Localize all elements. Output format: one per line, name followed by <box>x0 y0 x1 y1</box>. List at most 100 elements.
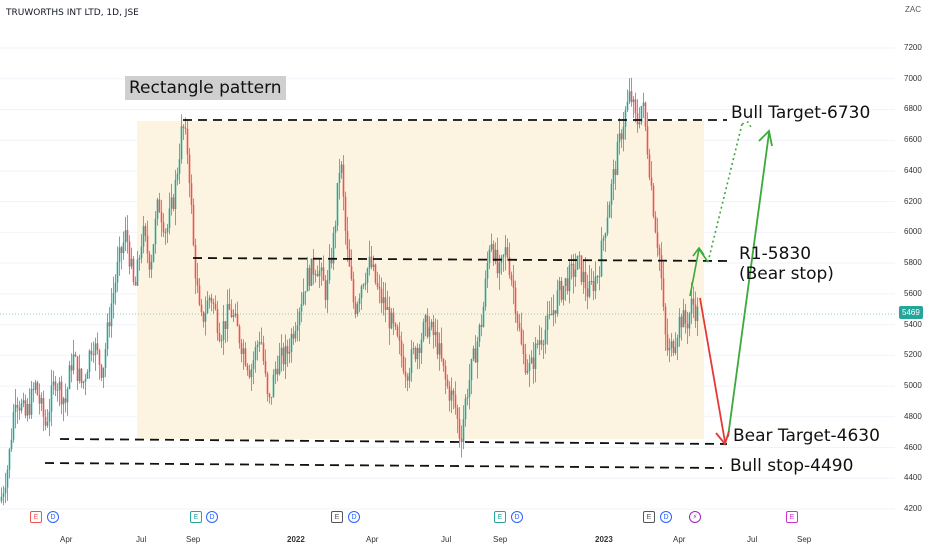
candle-body <box>46 421 49 426</box>
candle-body <box>538 340 541 345</box>
ticker-symbol[interactable]: TRUWORTHS INT LTD, 1D, JSE <box>6 8 139 18</box>
candle-body <box>590 280 593 282</box>
candle-body <box>362 284 365 287</box>
candle-body <box>594 276 597 292</box>
earnings-marker[interactable]: E <box>786 511 798 523</box>
candle-body <box>602 238 605 241</box>
candle-body <box>156 199 159 219</box>
candle-body <box>356 304 359 315</box>
dividend-marker[interactable]: D <box>47 511 59 523</box>
candle-body <box>214 303 217 310</box>
candle-body <box>442 358 445 366</box>
candle-body <box>662 278 665 307</box>
y-tick-label: 6200 <box>904 196 922 206</box>
candle-body <box>124 230 127 243</box>
candle-body <box>384 297 387 310</box>
dividend-marker[interactable]: D <box>348 511 360 523</box>
candle-body <box>234 313 237 316</box>
candle-body <box>516 313 519 324</box>
y-tick-label: 5200 <box>904 350 922 360</box>
candle-body <box>520 328 523 345</box>
candle-body <box>320 267 323 271</box>
candle-body <box>92 354 95 356</box>
candle-body <box>252 360 255 370</box>
candle-body <box>372 264 375 267</box>
earnings-marker[interactable]: E <box>494 511 506 523</box>
candle-body <box>398 335 401 341</box>
candle-body <box>72 354 75 371</box>
candle-body <box>534 343 537 369</box>
candle-body <box>78 368 81 381</box>
candle-body <box>120 247 123 254</box>
candle-body <box>142 226 145 247</box>
candle-body <box>62 398 65 405</box>
candle-body <box>452 390 455 395</box>
candle-body <box>696 306 699 321</box>
candle-body <box>522 344 525 355</box>
candle-body <box>358 298 361 305</box>
y-tick-label: 4800 <box>904 411 922 421</box>
candle-body <box>84 378 87 382</box>
candle-body <box>392 312 395 324</box>
candle-body <box>410 349 413 374</box>
candle-body <box>420 339 423 353</box>
earnings-marker[interactable]: E <box>331 511 343 523</box>
candle-body <box>210 297 213 303</box>
candle-body <box>610 183 613 205</box>
candle-body <box>110 303 113 327</box>
candle-body <box>492 244 495 262</box>
candle-body <box>552 310 555 316</box>
y-tick-label: 5000 <box>904 381 922 391</box>
candle-body <box>138 258 141 260</box>
y-tick-label: 6600 <box>904 135 922 145</box>
dividend-marker[interactable]: D <box>660 511 672 523</box>
candle-body <box>570 263 573 266</box>
earnings-marker[interactable]: E <box>30 511 42 523</box>
candle-body <box>406 376 409 381</box>
candle-body <box>168 208 171 228</box>
candle-body <box>608 204 611 218</box>
candle-body <box>646 126 649 155</box>
candle-body <box>408 373 411 381</box>
candle-body <box>650 177 653 186</box>
candle-body <box>238 326 241 344</box>
candle-body <box>530 357 533 363</box>
candle-body <box>248 370 251 378</box>
candle-body <box>68 365 71 390</box>
candle-body <box>382 297 385 304</box>
candle-body <box>324 280 327 300</box>
candle-body <box>428 327 431 337</box>
candle-body <box>196 278 199 286</box>
candle-body <box>484 278 487 307</box>
split-marker[interactable]: ⚡ <box>689 511 701 523</box>
candle-body <box>296 325 299 331</box>
candle-body <box>82 381 85 384</box>
candle-body <box>300 304 303 312</box>
candle-body <box>298 311 301 326</box>
earnings-marker[interactable]: E <box>643 511 655 523</box>
candle-body <box>114 282 117 293</box>
bull-arrow-head <box>692 246 705 257</box>
candle-body <box>628 91 631 102</box>
candle-body <box>24 400 27 416</box>
candle-body <box>194 245 197 279</box>
candle-body <box>280 347 283 356</box>
candle-body <box>128 241 131 267</box>
candle-body <box>264 361 267 374</box>
candle-body <box>302 292 305 305</box>
candle-body <box>134 281 137 286</box>
y-tick-label: 6800 <box>904 104 922 114</box>
candle-body <box>12 412 15 440</box>
earnings-marker[interactable]: E <box>190 511 202 523</box>
candle-body <box>16 404 19 408</box>
candle-body <box>22 400 25 404</box>
candle-body <box>190 183 193 205</box>
candle-body <box>0 496 3 502</box>
candle-body <box>668 347 671 351</box>
candle-body <box>246 365 249 371</box>
dividend-marker[interactable]: D <box>511 511 523 523</box>
dividend-marker[interactable]: D <box>206 511 218 523</box>
candle-body <box>90 350 93 355</box>
candle-body <box>188 154 191 184</box>
